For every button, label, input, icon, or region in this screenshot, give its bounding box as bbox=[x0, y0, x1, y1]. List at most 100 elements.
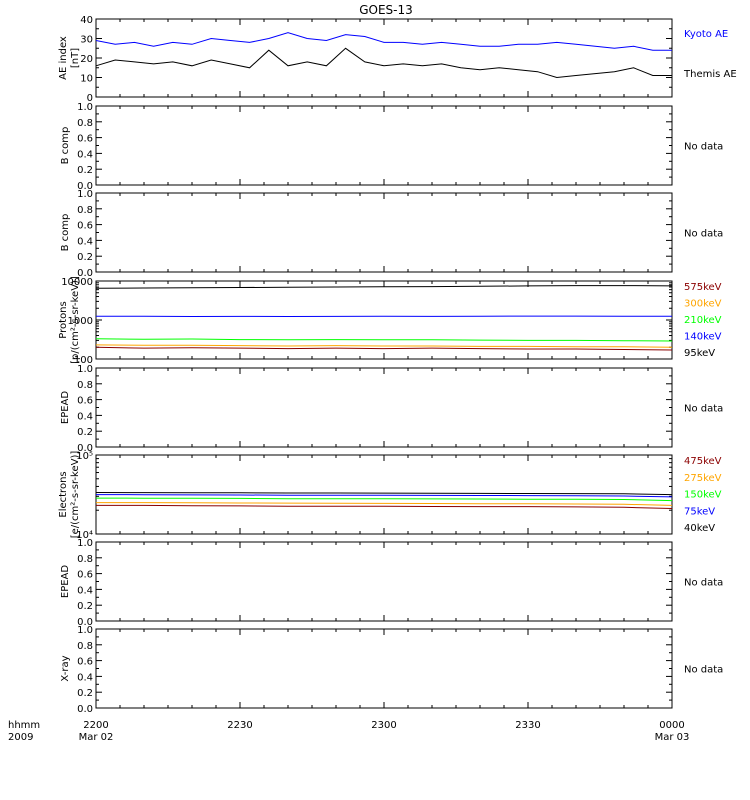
series-line-kyoto-ae bbox=[95, 32, 672, 51]
y-tick-label: 1.0 bbox=[77, 538, 93, 549]
legend-entry: Themis AE bbox=[683, 69, 737, 80]
panel-1: 0 10 20 30 40 AE index [nT] Kyoto AE Themis AE bbox=[58, 15, 737, 104]
y-tick-label: 1.0 bbox=[77, 625, 93, 636]
y-axis-label: EPEAD bbox=[60, 565, 71, 599]
y-tick-label: 0.8 bbox=[77, 641, 93, 652]
legend-entry: 575keV bbox=[684, 282, 722, 293]
time-tick-label: 2330 bbox=[515, 720, 540, 731]
panel-frame bbox=[95, 192, 673, 273]
time-tick-label: 2300 bbox=[371, 720, 396, 731]
y-tick-label: 0.6 bbox=[77, 396, 93, 407]
y-tick-label: 0.4 bbox=[77, 236, 93, 247]
y-tick-label: 10 bbox=[80, 74, 93, 85]
legend-entry: 95keV bbox=[684, 348, 715, 359]
panel-8: 0.0 0.2 0.4 0.6 0.8 1.0 X-ray No data bbox=[60, 625, 723, 715]
plot-title: GOES-13 bbox=[359, 3, 413, 17]
series-line-40kev bbox=[95, 492, 673, 496]
series-line-210kev bbox=[95, 338, 673, 342]
time-tick-label: 2230 bbox=[227, 720, 252, 731]
y-tick-label: 0.6 bbox=[77, 657, 93, 668]
legend-entry: 40keV bbox=[684, 523, 715, 534]
time-tick-label: 0000 bbox=[659, 720, 684, 731]
time-axis-row1-label: hhmm bbox=[8, 720, 40, 731]
y-tick-label: 0.8 bbox=[77, 380, 93, 391]
legend-entry: 300keV bbox=[684, 299, 722, 310]
legend-entry: Kyoto AE bbox=[684, 29, 728, 40]
no-data-label: No data bbox=[684, 578, 723, 589]
series-line-95kev bbox=[95, 285, 673, 289]
series-line-75kev bbox=[95, 494, 673, 498]
y-tick-label: 0.2 bbox=[77, 165, 93, 176]
series-line-575kev bbox=[95, 346, 673, 351]
no-data-label: No data bbox=[684, 665, 723, 676]
y-tick-label: 30 bbox=[80, 35, 93, 46]
y-tick-label: 0.8 bbox=[77, 118, 93, 129]
y-tick-label: 0.0 bbox=[77, 617, 93, 628]
panel-6: 10⁴ 10⁵ Electrons [e/(cm²-s-sr-keV)] 475keV 2… bbox=[58, 451, 722, 541]
series-line-150kev bbox=[95, 497, 673, 502]
panel-5: 0.0 0.2 0.4 0.6 0.8 1.0 EPEAD No data bbox=[60, 364, 723, 454]
legend-entry: 150keV bbox=[684, 490, 722, 501]
panel-4: 100 1000 10000 Protons [p/(cm²-s-sr-keV)] 575… bbox=[58, 276, 722, 366]
panel-7: 0.0 0.2 0.4 0.6 0.8 1.0 EPEAD No data bbox=[60, 538, 723, 628]
series-line-themis-ae bbox=[95, 47, 672, 79]
y-tick-label: 0.4 bbox=[77, 411, 93, 422]
y-tick-label: 10⁵ bbox=[76, 451, 93, 462]
y-axis-label: B comp bbox=[60, 214, 71, 252]
panel-frame bbox=[95, 105, 673, 186]
time-tick-label: 2200 bbox=[83, 720, 108, 731]
y-tick-label: 100 bbox=[74, 355, 93, 366]
y-tick-label: 0.6 bbox=[77, 221, 93, 232]
no-data-label: No data bbox=[684, 142, 723, 153]
y-tick-label: 1.0 bbox=[77, 102, 93, 113]
y-axis-unit: [p/(cm²-s-sr-keV)] bbox=[70, 276, 81, 364]
y-tick-label: 0.2 bbox=[77, 601, 93, 612]
y-tick-label: 1.0 bbox=[77, 189, 93, 200]
y-tick-label: 0.0 bbox=[77, 704, 93, 715]
y-tick-label: 0 bbox=[87, 93, 93, 104]
y-tick-label: 0.2 bbox=[77, 427, 93, 438]
y-tick-label: 20 bbox=[80, 54, 93, 65]
y-tick-label: 0.4 bbox=[77, 672, 93, 683]
y-tick-label: 0.8 bbox=[77, 205, 93, 216]
y-tick-label: 1.0 bbox=[77, 364, 93, 375]
panel-frame bbox=[95, 628, 673, 709]
y-axis-label: B comp bbox=[60, 127, 71, 165]
y-axis-unit: [nT] bbox=[70, 48, 81, 68]
legend-entry: 210keV bbox=[684, 315, 722, 326]
legend-entry: 475keV bbox=[684, 456, 722, 467]
panel-3: 0.0 0.2 0.4 0.6 0.8 1.0 B comp No data bbox=[60, 189, 723, 279]
y-tick-label: 0.6 bbox=[77, 134, 93, 145]
series-line-275kev bbox=[96, 502, 673, 506]
y-tick-label: 0.2 bbox=[77, 252, 93, 263]
panels: 0 10 20 30 40 AE index [nT] Kyoto AE Themis AE 0.… bbox=[58, 15, 737, 715]
y-tick-label: 0.0 bbox=[77, 443, 93, 454]
legend-entry: 140keV bbox=[684, 332, 722, 343]
legend-entry: 275keV bbox=[684, 473, 722, 484]
time-tick-date: Mar 03 bbox=[655, 732, 690, 743]
y-tick-label: 0.0 bbox=[77, 268, 93, 279]
y-axis-label: X-ray bbox=[60, 655, 71, 681]
y-axis-label: Protons bbox=[58, 301, 69, 338]
y-axis-label: Electrons bbox=[58, 471, 69, 517]
no-data-label: No data bbox=[684, 404, 723, 415]
y-tick-label: 0.0 bbox=[77, 181, 93, 192]
y-tick-label: 0.4 bbox=[77, 149, 93, 160]
time-axis-row2-label: 2009 bbox=[8, 732, 33, 743]
y-axis-label: AE index bbox=[58, 36, 69, 80]
y-tick-label: 0.6 bbox=[77, 570, 93, 581]
no-data-label: No data bbox=[684, 229, 723, 240]
panel-frame bbox=[95, 541, 673, 622]
y-axis-unit: [e/(cm²-s-sr-keV)] bbox=[70, 451, 81, 539]
y-tick-label: 10⁴ bbox=[76, 530, 93, 541]
y-tick-label: 0.2 bbox=[77, 688, 93, 699]
panel-2: 0.0 0.2 0.4 0.6 0.8 1.0 B comp No data bbox=[60, 102, 723, 192]
y-tick-label: 1000 bbox=[68, 316, 93, 327]
panel-frame bbox=[95, 18, 673, 98]
y-axis-label: EPEAD bbox=[60, 391, 71, 425]
panel-frame bbox=[95, 367, 673, 448]
series-line-475kev bbox=[96, 504, 673, 509]
y-tick-label: 0.8 bbox=[77, 554, 93, 565]
